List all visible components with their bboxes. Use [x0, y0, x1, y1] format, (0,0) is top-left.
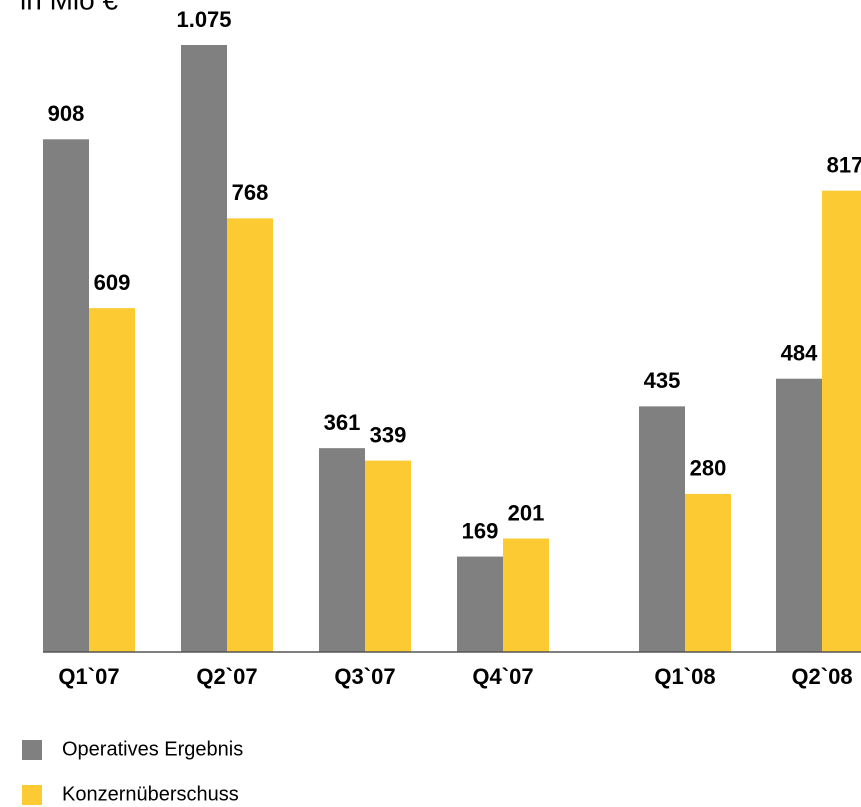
data-label: 339	[370, 422, 407, 447]
legend-label: Konzernüberschuss	[62, 783, 239, 805]
x-tick-label: Q3`07	[334, 664, 395, 689]
x-tick-label: Q2`07	[196, 664, 257, 689]
bar	[365, 460, 411, 652]
bar	[227, 218, 273, 652]
data-label: 1.075	[176, 7, 231, 32]
legend-label: Operatives Ergebnis	[62, 738, 243, 760]
bar	[685, 493, 731, 652]
data-label: 280	[690, 456, 727, 481]
data-label: 768	[232, 180, 269, 205]
x-tick-label: Q4`07	[472, 664, 533, 689]
chart-title: in Mio €	[20, 0, 118, 15]
bar	[89, 308, 135, 652]
bar	[639, 406, 685, 652]
legend-swatch	[22, 785, 42, 805]
bar	[503, 538, 549, 652]
bar	[776, 378, 822, 652]
data-label: 435	[644, 368, 681, 393]
bar	[319, 448, 365, 652]
data-label: 201	[508, 500, 545, 525]
data-label: 169	[462, 518, 499, 543]
x-tick-label: Q2`08	[791, 664, 852, 689]
bar	[181, 45, 227, 652]
data-label: 484	[781, 341, 818, 366]
bar	[457, 556, 503, 652]
data-label: 908	[48, 101, 85, 126]
data-label: 817	[827, 152, 861, 177]
legend-swatch	[22, 740, 42, 760]
bar	[822, 190, 861, 652]
data-label: 609	[94, 270, 131, 295]
x-tick-label: Q1`08	[654, 664, 715, 689]
bar	[43, 139, 89, 652]
data-label: 361	[324, 410, 361, 435]
x-tick-label: Q1`07	[58, 664, 119, 689]
